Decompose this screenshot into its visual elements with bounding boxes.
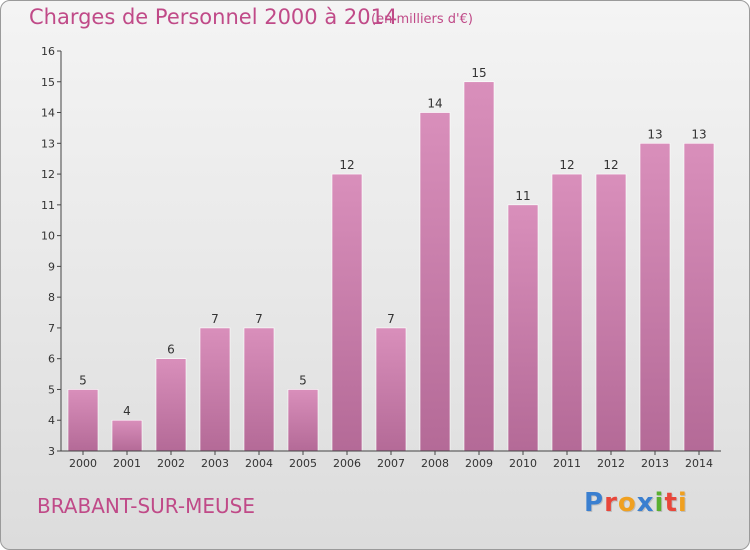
bar [639, 143, 671, 452]
x-tick-label: 2003 [201, 457, 229, 470]
bar [551, 173, 583, 452]
bar-value-label: 7 [387, 312, 395, 326]
logo-letter: o [617, 488, 637, 518]
bar [243, 327, 275, 452]
bar-value-label: 5 [299, 373, 307, 387]
logo-letter: r [604, 488, 618, 518]
y-tick-label: 7 [48, 322, 55, 335]
x-tick-label: 2005 [289, 457, 317, 470]
y-tick-label: 14 [41, 107, 55, 120]
x-tick-label: 2009 [465, 457, 493, 470]
bar-value-label: 13 [647, 127, 662, 141]
y-tick-label: 8 [48, 291, 55, 304]
x-tick-label: 2001 [113, 457, 141, 470]
x-tick-label: 2010 [509, 457, 537, 470]
logo-letter: P [584, 488, 605, 518]
y-tick-label: 13 [41, 137, 55, 150]
commune-name: BRABANT-SUR-MEUSE [37, 494, 255, 518]
bar-value-label: 7 [255, 312, 263, 326]
bar [595, 173, 627, 452]
proxiti-logo[interactable]: Proxiti [584, 488, 688, 518]
y-tick-label: 6 [48, 353, 55, 366]
x-tick-label: 2006 [333, 457, 361, 470]
x-tick-label: 2008 [421, 457, 449, 470]
x-axis: 2000 2001 2002 2003 2004 2005 2006 2007 2008 2009… [61, 450, 721, 470]
x-tick-label: 2004 [245, 457, 273, 470]
bar [507, 204, 539, 452]
y-tick-label: 12 [41, 168, 55, 181]
bar-value-label: 13 [691, 127, 706, 141]
bar-value-label: 14 [427, 97, 442, 111]
x-tick-label: 2007 [377, 457, 405, 470]
bar [199, 327, 231, 452]
y-tick-label: 5 [48, 383, 55, 396]
bar-value-label: 12 [603, 158, 618, 172]
bar [683, 143, 715, 452]
y-tick-label: 3 [48, 445, 55, 458]
bar-value-label: 15 [471, 66, 486, 80]
y-tick-label: 15 [41, 76, 55, 89]
bar-value-label: 7 [211, 312, 219, 326]
bar [419, 112, 451, 452]
chart-subtitle: (en milliers d'€) [371, 12, 473, 27]
bars: 5 4 6 7 7 5 12 7 14 15 11 12 12 13 13 [67, 66, 715, 452]
bar [155, 358, 187, 452]
bar-value-label: 12 [339, 158, 354, 172]
x-tick-label: 2014 [685, 457, 713, 470]
bar-value-label: 4 [123, 404, 131, 418]
bar [67, 389, 99, 452]
x-tick-label: 2000 [69, 457, 97, 470]
y-tick-label: 16 [41, 45, 55, 58]
bar [375, 327, 407, 452]
y-tick-label: 4 [48, 414, 55, 427]
bar [331, 173, 363, 452]
bar-value-label: 12 [559, 158, 574, 172]
logo-letter: i [654, 488, 665, 518]
x-tick-label: 2002 [157, 457, 185, 470]
bar [463, 81, 495, 452]
chart-title: Charges de Personnel 2000 à 2014 [29, 5, 398, 29]
bar [287, 389, 319, 452]
logo-letter: i [677, 488, 688, 518]
bar [111, 419, 143, 452]
bar-value-label: 6 [167, 343, 175, 357]
bar-value-label: 11 [515, 189, 530, 203]
bar-value-label: 5 [79, 373, 87, 387]
y-tick-label: 11 [41, 199, 55, 212]
y-axis: 3 4 5 6 7 8 9 10 11 12 13 14 15 16 [41, 45, 62, 458]
y-tick-label: 10 [41, 230, 55, 243]
x-tick-label: 2012 [597, 457, 625, 470]
x-tick-label: 2011 [553, 457, 581, 470]
logo-letter: t [664, 488, 678, 518]
y-tick-label: 9 [48, 260, 55, 273]
x-tick-label: 2013 [641, 457, 669, 470]
logo-letter: x [636, 488, 655, 518]
